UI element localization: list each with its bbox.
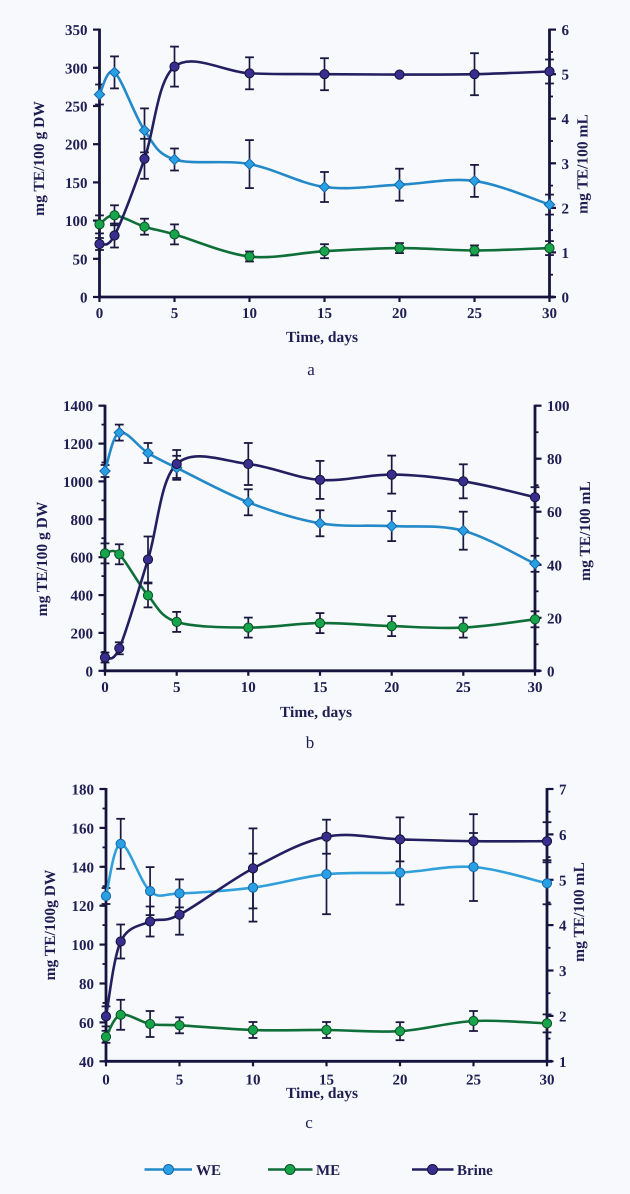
svg-text:10: 10 (242, 306, 257, 322)
svg-text:WE: WE (196, 1163, 221, 1179)
svg-text:ME: ME (316, 1163, 340, 1179)
svg-text:30: 30 (542, 306, 557, 322)
svg-text:50: 50 (73, 252, 88, 268)
svg-text:mg TE/100 g DW: mg TE/100 g DW (31, 101, 48, 216)
svg-text:150: 150 (65, 176, 88, 192)
svg-text:800: 800 (71, 513, 94, 529)
svg-text:400: 400 (71, 589, 94, 605)
svg-text:c: c (305, 1113, 313, 1132)
svg-text:40: 40 (547, 558, 562, 574)
svg-text:0: 0 (102, 1072, 110, 1088)
svg-text:15: 15 (319, 1072, 334, 1088)
svg-text:mg TE/100g DW: mg TE/100g DW (42, 869, 59, 980)
svg-text:mg TE/100 mL: mg TE/100 mL (571, 862, 588, 962)
svg-text:2: 2 (559, 1009, 567, 1025)
svg-text:mg TE/100 mL: mg TE/100 mL (575, 114, 592, 214)
svg-text:mg TE/100 mL: mg TE/100 mL (577, 481, 594, 581)
svg-text:0: 0 (80, 291, 88, 307)
svg-text:30: 30 (540, 1072, 555, 1088)
svg-text:a: a (307, 360, 315, 379)
svg-text:60: 60 (547, 505, 562, 521)
svg-text:Brine: Brine (457, 1163, 493, 1179)
svg-text:3: 3 (559, 964, 567, 980)
svg-text:1000: 1000 (63, 475, 93, 491)
svg-text:0: 0 (547, 664, 555, 680)
svg-text:7: 7 (559, 783, 567, 799)
svg-text:100: 100 (72, 938, 95, 954)
svg-text:15: 15 (313, 680, 328, 696)
svg-text:5: 5 (176, 1072, 184, 1088)
svg-text:0: 0 (101, 680, 109, 696)
svg-text:10: 10 (246, 1072, 261, 1088)
svg-text:4: 4 (562, 112, 570, 128)
svg-text:600: 600 (71, 551, 94, 567)
svg-text:1: 1 (562, 246, 570, 262)
svg-text:1400: 1400 (63, 399, 93, 415)
svg-text:1: 1 (559, 1055, 567, 1071)
svg-text:180: 180 (72, 783, 95, 799)
svg-text:120: 120 (72, 899, 95, 915)
svg-text:5: 5 (559, 873, 567, 889)
svg-text:20: 20 (392, 306, 407, 322)
svg-text:2: 2 (562, 201, 570, 217)
svg-text:60: 60 (79, 1016, 94, 1032)
svg-text:1200: 1200 (63, 437, 93, 453)
svg-text:6: 6 (559, 828, 567, 844)
svg-text:40: 40 (79, 1055, 94, 1071)
svg-text:25: 25 (467, 306, 482, 322)
svg-text:200: 200 (65, 138, 88, 154)
svg-text:0: 0 (562, 291, 570, 307)
svg-text:b: b (306, 733, 315, 752)
svg-text:5: 5 (562, 68, 570, 84)
svg-text:5: 5 (171, 306, 179, 322)
svg-text:300: 300 (65, 61, 88, 77)
svg-text:Time, days: Time, days (286, 329, 358, 346)
svg-text:5: 5 (173, 680, 181, 696)
svg-text:Time, days: Time, days (280, 704, 352, 721)
svg-text:0: 0 (86, 664, 94, 680)
svg-text:30: 30 (528, 680, 543, 696)
svg-text:25: 25 (466, 1072, 481, 1088)
svg-text:mg TE/100 g DW: mg TE/100 g DW (34, 501, 51, 616)
svg-text:80: 80 (79, 977, 94, 993)
svg-text:4: 4 (559, 919, 567, 935)
svg-text:200: 200 (71, 626, 94, 642)
svg-text:20: 20 (384, 680, 399, 696)
svg-text:20: 20 (547, 611, 562, 627)
svg-text:20: 20 (393, 1072, 408, 1088)
svg-text:6: 6 (562, 23, 570, 39)
svg-text:10: 10 (241, 680, 256, 696)
svg-text:350: 350 (65, 23, 88, 39)
svg-text:250: 250 (65, 100, 88, 116)
svg-text:100: 100 (65, 214, 88, 230)
svg-text:25: 25 (456, 680, 471, 696)
svg-text:80: 80 (547, 452, 562, 468)
svg-text:0: 0 (96, 306, 104, 322)
svg-text:15: 15 (317, 306, 332, 322)
svg-text:Time, days: Time, days (286, 1085, 358, 1102)
svg-text:140: 140 (72, 860, 95, 876)
svg-text:3: 3 (562, 157, 570, 173)
svg-text:100: 100 (547, 399, 570, 415)
svg-text:160: 160 (72, 821, 95, 837)
